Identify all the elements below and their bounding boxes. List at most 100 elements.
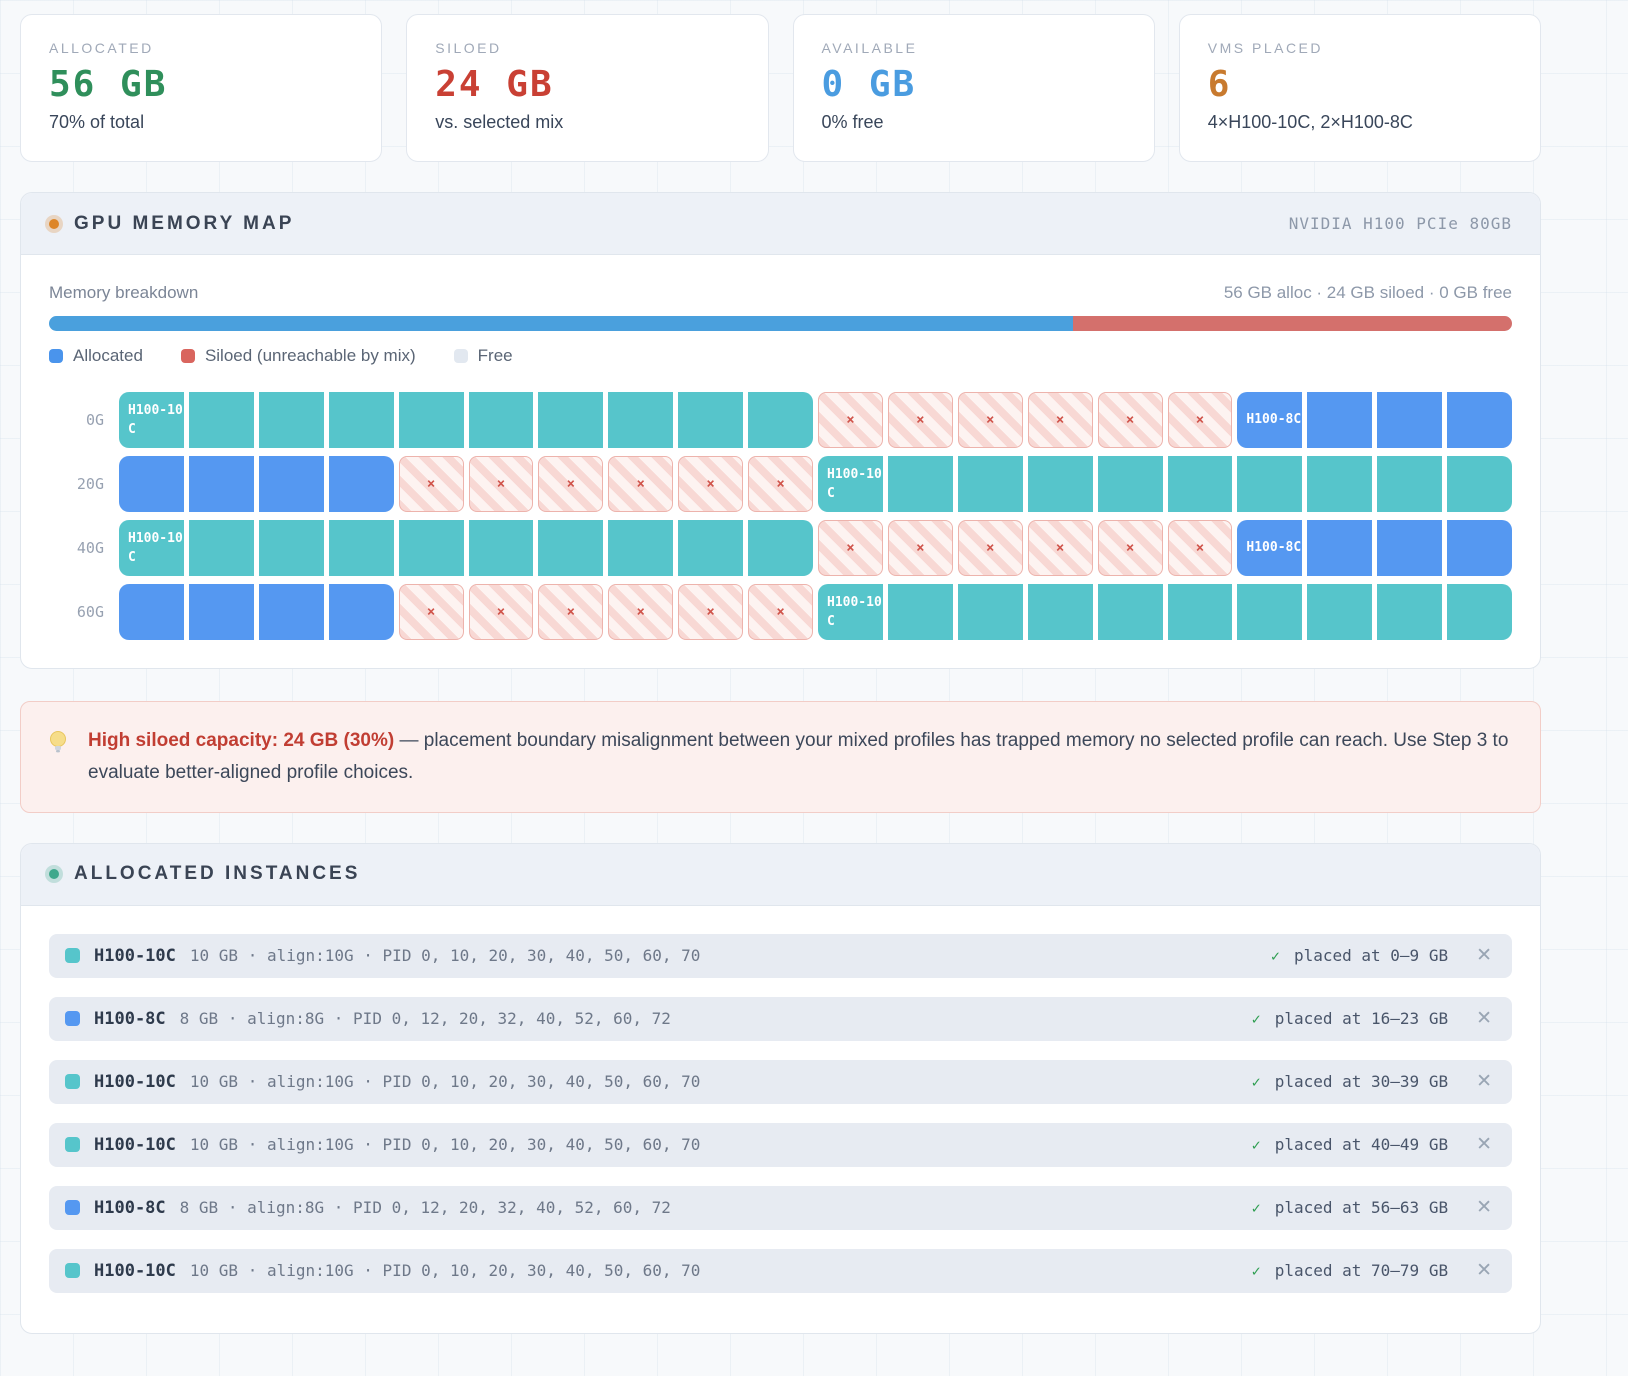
instance-meta: 10 GB · align:10G · PID 0, 10, 20, 30, 4…	[189, 1261, 701, 1281]
check-icon: ✓	[1251, 1135, 1261, 1154]
stat-value: 24 GB	[435, 64, 554, 105]
vm-cell-label: H100-8C	[1246, 412, 1302, 428]
siloed-x-icon: ×	[916, 412, 925, 428]
vm-cell-teal	[887, 456, 953, 512]
memory-grid-row: 20G × × × × × × H100-10C	[49, 456, 1512, 512]
siloed-x-icon: ×	[566, 604, 576, 620]
vm-cell-blue	[1377, 392, 1443, 448]
siloed-x-icon: ×	[636, 476, 645, 492]
siloed-cell: ×	[398, 456, 464, 512]
vm-cell-blue	[258, 584, 324, 640]
siloed-cell: ×	[608, 584, 674, 640]
vm-cell-teal	[1307, 456, 1373, 512]
siloed-x-icon: ×	[636, 604, 645, 620]
siloed-cell: ×	[398, 584, 464, 640]
vm-cell-teal	[678, 392, 744, 448]
instance-row: H100-10C 10 GB · align:10G · PID 0, 10, 2…	[49, 1248, 1512, 1293]
siloed-warning-banner: High siloed capacity: 24 GB (30%) — plac…	[20, 701, 1541, 813]
instance-name: H100-8C	[94, 1008, 166, 1029]
siloed-x-icon: ×	[846, 540, 855, 556]
legend-item-allocated: Allocated	[49, 346, 143, 366]
vm-cell-teal	[1237, 584, 1303, 640]
vm-cell-teal	[1027, 584, 1093, 640]
instance-row-left: H100-10C 10 GB · align:10G · PID 0, 10, 2…	[65, 1072, 700, 1092]
legend-swatch-icon	[180, 349, 195, 363]
vm-cell-teal	[468, 392, 534, 448]
vm-cell-blue	[258, 456, 324, 512]
instance-row: H100-10C 10 GB · align:10G · PID 0, 10, 2…	[49, 933, 1512, 978]
siloed-cell: ×	[957, 520, 1023, 576]
remove-instance-button[interactable]: ✕	[1472, 944, 1496, 967]
remove-instance-button[interactable]: ✕	[1472, 1259, 1496, 1282]
vm-cell-teal	[1307, 584, 1373, 640]
legend-item-free: Free	[453, 346, 513, 366]
vm-cell-blue: H100-8C	[1237, 520, 1303, 576]
vm-cell-teal	[1447, 584, 1512, 640]
vm-cell-blue	[119, 456, 184, 512]
remove-instance-button[interactable]: ✕	[1472, 1133, 1496, 1156]
vm-cell-teal	[188, 392, 254, 448]
lightbulb-icon	[47, 729, 69, 760]
stat-sub: vs. selected mix	[435, 112, 564, 132]
instance-row-right: ✓ placed at 30–39 GB ✕	[1252, 1070, 1496, 1093]
memory-grid: 0G H100-10C × × × × × × H100-8C 20G × × × × × × H100-10C…	[49, 392, 1512, 640]
dashboard: ALLOCATED 56 GB 70% of total SILOED 24 GB vs.…	[20, 0, 1541, 1334]
siloed-x-icon: ×	[776, 604, 785, 620]
instance-row-left: H100-8C 8 GB · align:8G · PID 0, 12, 20, …	[65, 1009, 671, 1029]
instance-row-left: H100-8C 8 GB · align:8G · PID 0, 12, 20, …	[65, 1198, 671, 1218]
instance-row: H100-8C 8 GB · align:8G · PID 0, 12, 20, …	[49, 996, 1512, 1041]
memory-row-cells: H100-10C × × × × × × H100-8C	[119, 520, 1512, 576]
siloed-x-icon: ×	[846, 412, 855, 428]
instance-swatch-icon	[65, 1200, 80, 1216]
stat-card-siloed: SILOED 24 GB vs. selected mix	[406, 14, 769, 162]
check-icon: ✓	[1251, 1198, 1261, 1217]
vm-cell-teal	[398, 520, 464, 576]
stat-label: ALLOCATED	[49, 40, 154, 56]
instance-row-right: ✓ placed at 16–23 GB ✕	[1252, 1007, 1496, 1030]
instance-name: H100-10C	[94, 1260, 176, 1281]
remove-instance-button[interactable]: ✕	[1472, 1007, 1496, 1030]
vm-cell-teal	[957, 456, 1023, 512]
siloed-cell: ×	[887, 520, 953, 576]
siloed-x-icon: ×	[426, 476, 436, 492]
stat-card-available: AVAILABLE 0 GB 0% free	[792, 14, 1155, 162]
check-icon: ✓	[1251, 1009, 1261, 1028]
vm-cell-teal	[1377, 456, 1443, 512]
gpu-memory-map-title: GPU MEMORY MAP	[74, 212, 295, 234]
vm-cell-teal	[398, 392, 464, 448]
instance-row-right: ✓ placed at 70–79 GB ✕	[1252, 1259, 1496, 1282]
memory-grid-row: 0G H100-10C × × × × × × H100-8C	[49, 392, 1512, 448]
memory-row-cells: H100-10C × × × × × × H100-8C	[119, 392, 1512, 448]
memory-breakdown-head: Memory breakdown 56 GB alloc · 24 GB sil…	[49, 283, 1512, 303]
vm-cell-teal	[887, 584, 953, 640]
vm-cell-teal	[188, 520, 254, 576]
remove-instance-button[interactable]: ✕	[1472, 1070, 1496, 1093]
siloed-cell: ×	[1097, 520, 1163, 576]
siloed-cell: ×	[468, 584, 534, 640]
siloed-cell: ×	[748, 584, 813, 640]
instance-meta: 8 GB · align:8G · PID 0, 12, 20, 32, 40,…	[179, 1009, 671, 1029]
vm-cell-blue	[1307, 392, 1373, 448]
vm-cell-label: H100-10C	[827, 466, 882, 502]
remove-instance-button[interactable]: ✕	[1472, 1196, 1496, 1219]
instance-placed-label: placed at 40–49 GB	[1274, 1135, 1449, 1155]
memory-row-label: 40G	[76, 539, 104, 557]
allocated-instances-title: ALLOCATED INSTANCES	[74, 863, 361, 885]
siloed-x-icon: ×	[1055, 540, 1065, 556]
legend-label: Allocated	[73, 346, 143, 365]
vm-cell-blue: H100-8C	[1237, 392, 1303, 448]
siloed-cell: ×	[887, 392, 953, 448]
vm-cell-teal	[328, 520, 394, 576]
legend-swatch-icon	[453, 349, 468, 363]
siloed-x-icon: ×	[916, 540, 925, 556]
memory-row-label: 60G	[76, 603, 104, 621]
memory-grid-row: 40G H100-10C × × × × × × H100-8C	[49, 520, 1512, 576]
siloed-x-icon: ×	[566, 476, 576, 492]
stat-label: AVAILABLE	[821, 40, 918, 56]
instance-row: H100-10C 10 GB · align:10G · PID 0, 10, 2…	[49, 1059, 1512, 1104]
vm-cell-teal	[608, 520, 674, 576]
siloed-x-icon: ×	[496, 476, 506, 492]
siloed-cell: ×	[957, 392, 1023, 448]
siloed-x-icon: ×	[986, 412, 995, 428]
stat-sub: 4×H100-10C, 2×H100-8C	[1207, 112, 1413, 132]
